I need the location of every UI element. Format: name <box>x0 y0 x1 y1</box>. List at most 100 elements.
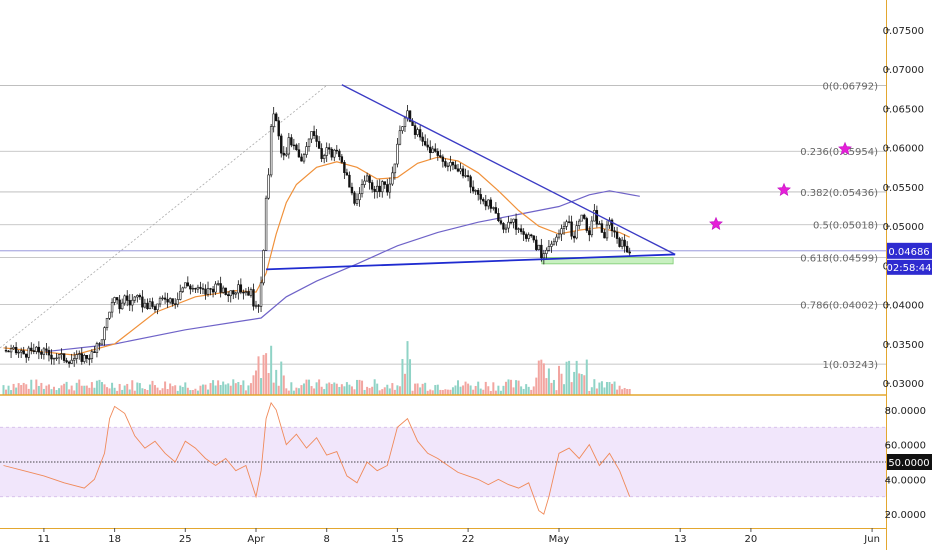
candle-body <box>272 113 275 127</box>
volume-bar <box>593 379 596 395</box>
volume-bar <box>371 386 374 395</box>
candle-body <box>431 148 434 153</box>
volume-bar <box>224 384 227 395</box>
candle-body <box>386 184 389 193</box>
volume-bar <box>532 386 535 395</box>
rsi-tick-label: 20.0000 <box>885 510 926 521</box>
candle-body <box>365 175 369 182</box>
volume-bar <box>58 388 61 395</box>
volume-bar <box>300 385 303 395</box>
candle-body <box>30 347 33 351</box>
candle-body <box>560 228 563 235</box>
volume-bar <box>262 354 265 395</box>
candle-body <box>234 292 237 295</box>
volume-bar <box>343 386 346 395</box>
volume-bar <box>35 379 38 395</box>
volume-bar <box>15 387 18 395</box>
volume-bar <box>421 383 424 395</box>
volume-bar <box>550 382 553 395</box>
volume-bar <box>598 382 601 395</box>
volume-bar <box>328 382 331 395</box>
volume-bar <box>411 390 414 395</box>
candle-body <box>527 234 530 239</box>
volume-bar <box>83 385 86 395</box>
price-series <box>4 104 631 368</box>
candle-body <box>446 165 450 168</box>
volume-bar <box>126 383 129 395</box>
candle-body <box>322 155 326 159</box>
candle-body <box>454 164 457 170</box>
candle-body <box>274 113 278 122</box>
volume-bar <box>348 384 351 395</box>
volume-bar <box>507 379 510 395</box>
candle-body <box>494 207 498 214</box>
candle-body <box>232 290 235 295</box>
candle-body <box>78 353 81 355</box>
volume-bar <box>37 385 40 395</box>
volume-bar <box>335 383 338 395</box>
candle-body <box>391 172 394 185</box>
candle-body <box>247 291 250 296</box>
candle-body <box>216 283 220 285</box>
candle-body <box>340 156 344 163</box>
candle-body <box>105 317 109 328</box>
volume-bar <box>616 389 619 395</box>
volume-bar <box>396 385 399 395</box>
volume-bar <box>345 382 348 395</box>
candle-body <box>466 175 470 178</box>
volume-bar <box>330 383 333 395</box>
volume-bar <box>393 389 396 395</box>
candle-body <box>22 350 25 355</box>
volume-bar <box>510 379 513 395</box>
volume-bar <box>106 387 109 395</box>
volume-bar <box>563 384 566 395</box>
candle-body <box>115 297 119 301</box>
volume-bar <box>313 388 316 395</box>
volume-bar <box>469 385 472 395</box>
volume-bar <box>373 379 376 395</box>
price-tick-label: 0.05500 <box>883 183 924 194</box>
candle-body <box>403 117 407 127</box>
volume-bar <box>191 390 194 395</box>
candle-body <box>196 286 200 290</box>
volume-bar <box>494 390 497 395</box>
volume-bar <box>239 384 242 395</box>
volume-bar <box>295 387 298 395</box>
candle-body <box>605 224 609 239</box>
volume-bar <box>73 390 76 395</box>
volume-bar <box>502 385 505 395</box>
volume-bar <box>555 390 558 395</box>
volume-bar <box>123 385 126 395</box>
volume-bar <box>545 378 548 395</box>
volume-bar <box>350 386 353 395</box>
volume-bar <box>176 390 179 395</box>
last-price-label: 0.04686 <box>888 247 929 258</box>
volume-bar <box>100 382 103 395</box>
candle-body <box>343 161 346 173</box>
candle-body <box>95 343 99 353</box>
candle-body <box>282 152 285 156</box>
candle-body <box>113 297 116 303</box>
candle-body <box>524 234 528 239</box>
candle-body <box>471 186 475 192</box>
candle-body <box>585 218 588 231</box>
time-tick-label: 20 <box>745 534 758 545</box>
candle-body <box>244 291 248 294</box>
candle-body <box>133 296 136 301</box>
price-tick-label: 0.07000 <box>883 65 924 76</box>
volume-bar <box>378 390 381 395</box>
volume-bar <box>166 389 169 395</box>
time-tick-label: 8 <box>324 534 330 545</box>
volume-bar <box>55 390 58 395</box>
volume-bar <box>560 373 563 395</box>
price-tick-label: 0.06500 <box>883 104 924 115</box>
candle-body <box>623 239 626 247</box>
volume-bar <box>53 386 55 395</box>
candle-body <box>348 174 351 188</box>
candle-body <box>416 129 419 135</box>
candle-body <box>610 219 614 232</box>
candle-body <box>163 297 167 300</box>
candle-body <box>199 286 202 289</box>
candle-body <box>287 137 291 155</box>
